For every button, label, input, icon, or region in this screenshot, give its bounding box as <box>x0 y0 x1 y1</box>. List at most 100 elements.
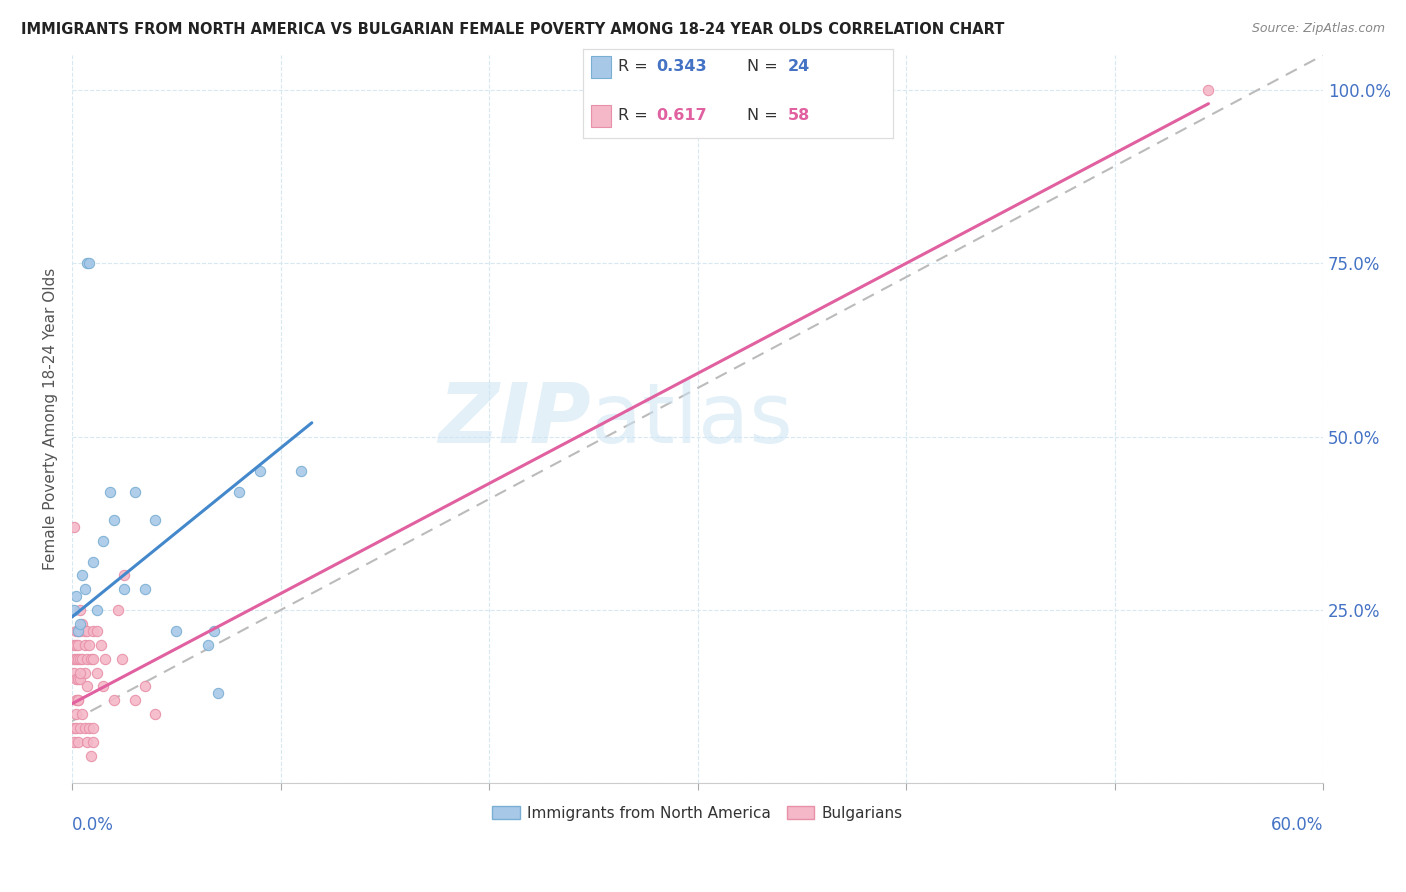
Point <box>65 638 87 652</box>
Point <box>76 651 98 665</box>
Point <box>91 679 114 693</box>
Point <box>165 624 187 638</box>
Point <box>63 638 86 652</box>
Legend: Immigrants from North America, Bulgarians: Immigrants from North America, Bulgarian… <box>486 799 908 827</box>
Point <box>145 513 167 527</box>
Point <box>67 651 90 665</box>
Point <box>197 638 219 652</box>
Point <box>73 721 96 735</box>
Text: IMMIGRANTS FROM NORTH AMERICA VS BULGARIAN FEMALE POVERTY AMONG 18-24 YEAR OLDS : IMMIGRANTS FROM NORTH AMERICA VS BULGARI… <box>21 22 1004 37</box>
Point <box>1197 83 1219 97</box>
Point <box>73 665 96 680</box>
Text: N =: N = <box>748 59 783 73</box>
Text: 0.617: 0.617 <box>657 108 707 122</box>
Point <box>86 624 108 638</box>
Point <box>76 735 98 749</box>
Point <box>67 693 90 707</box>
Text: 0.0%: 0.0% <box>72 816 114 834</box>
Point <box>73 582 96 597</box>
Point <box>65 721 87 735</box>
Point <box>63 721 86 735</box>
Point <box>67 624 90 638</box>
Point <box>63 651 86 665</box>
Text: Source: ZipAtlas.com: Source: ZipAtlas.com <box>1251 22 1385 36</box>
Y-axis label: Female Poverty Among 18-24 Year Olds: Female Poverty Among 18-24 Year Olds <box>44 268 58 571</box>
Point <box>76 679 98 693</box>
Point <box>67 673 90 687</box>
Point <box>65 693 87 707</box>
Point <box>69 616 91 631</box>
Point <box>72 568 94 582</box>
Text: 58: 58 <box>787 108 810 122</box>
Point <box>63 520 86 534</box>
Bar <box>591 56 610 78</box>
Point <box>67 638 90 652</box>
Point <box>67 735 90 749</box>
Text: 24: 24 <box>787 59 810 73</box>
Point <box>69 721 91 735</box>
Point <box>86 603 108 617</box>
Point <box>65 707 87 722</box>
Point <box>82 735 104 749</box>
Point <box>67 693 90 707</box>
Point <box>134 582 156 597</box>
Point <box>82 624 104 638</box>
Point <box>67 624 90 638</box>
Point <box>73 638 96 652</box>
Point <box>249 464 271 478</box>
Point <box>103 693 125 707</box>
Point <box>80 748 103 763</box>
Point <box>290 464 312 478</box>
Point <box>82 651 104 665</box>
Point <box>82 721 104 735</box>
Point <box>228 485 250 500</box>
Point <box>72 651 94 665</box>
Point <box>65 624 87 638</box>
Text: ZIP: ZIP <box>439 379 592 459</box>
Point <box>207 686 229 700</box>
Point <box>69 603 91 617</box>
Point <box>80 651 103 665</box>
Bar <box>591 105 610 128</box>
Point <box>65 589 87 603</box>
Point <box>65 651 87 665</box>
Point <box>202 624 225 638</box>
Point <box>72 616 94 631</box>
Point <box>107 603 129 617</box>
Point <box>86 665 108 680</box>
Point <box>63 665 86 680</box>
Point <box>98 485 121 500</box>
Text: atlas: atlas <box>592 379 793 459</box>
Point <box>111 651 134 665</box>
Point <box>69 665 91 680</box>
Point <box>77 721 100 735</box>
Point <box>63 603 86 617</box>
Point <box>69 624 91 638</box>
Text: N =: N = <box>748 108 783 122</box>
Point <box>94 651 117 665</box>
Point <box>124 485 146 500</box>
Text: 0.343: 0.343 <box>657 59 707 73</box>
Point <box>90 638 112 652</box>
Point <box>72 707 94 722</box>
Point <box>65 673 87 687</box>
Point <box>69 673 91 687</box>
Point <box>124 693 146 707</box>
Point <box>77 638 100 652</box>
Text: R =: R = <box>617 108 652 122</box>
Point <box>63 735 86 749</box>
Point <box>77 256 100 270</box>
Point <box>145 707 167 722</box>
Point <box>103 513 125 527</box>
Point <box>112 582 135 597</box>
Point <box>76 624 98 638</box>
Text: 60.0%: 60.0% <box>1271 816 1323 834</box>
Point <box>82 555 104 569</box>
Point <box>73 624 96 638</box>
Point <box>91 533 114 548</box>
Point <box>112 568 135 582</box>
Text: R =: R = <box>617 59 652 73</box>
Point <box>69 651 91 665</box>
Point <box>134 679 156 693</box>
Point <box>76 256 98 270</box>
